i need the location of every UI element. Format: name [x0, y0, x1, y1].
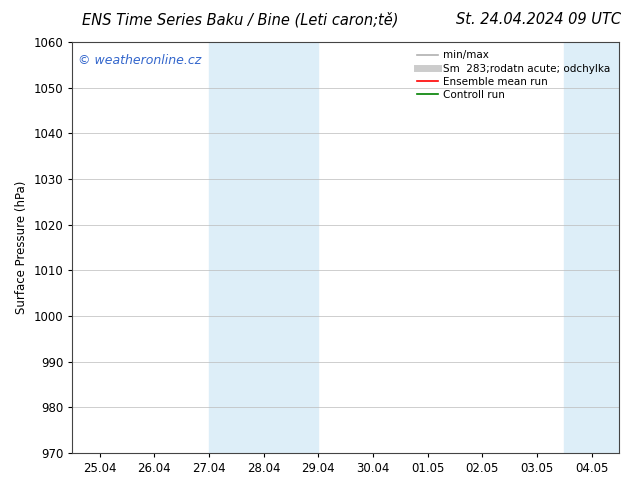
- Y-axis label: Surface Pressure (hPa): Surface Pressure (hPa): [15, 181, 28, 314]
- Text: © weatheronline.cz: © weatheronline.cz: [78, 54, 201, 68]
- Bar: [209, 42, 318, 453]
- Legend: min/max, Sm  283;rodatn acute; odchylka, Ensemble mean run, Controll run: min/max, Sm 283;rodatn acute; odchylka, …: [414, 47, 614, 103]
- Bar: [564, 42, 619, 453]
- Text: ENS Time Series Baku / Bine (Leti caron;tě): ENS Time Series Baku / Bine (Leti caron;…: [82, 12, 399, 28]
- Text: St. 24.04.2024 09 UTC: St. 24.04.2024 09 UTC: [456, 12, 621, 27]
